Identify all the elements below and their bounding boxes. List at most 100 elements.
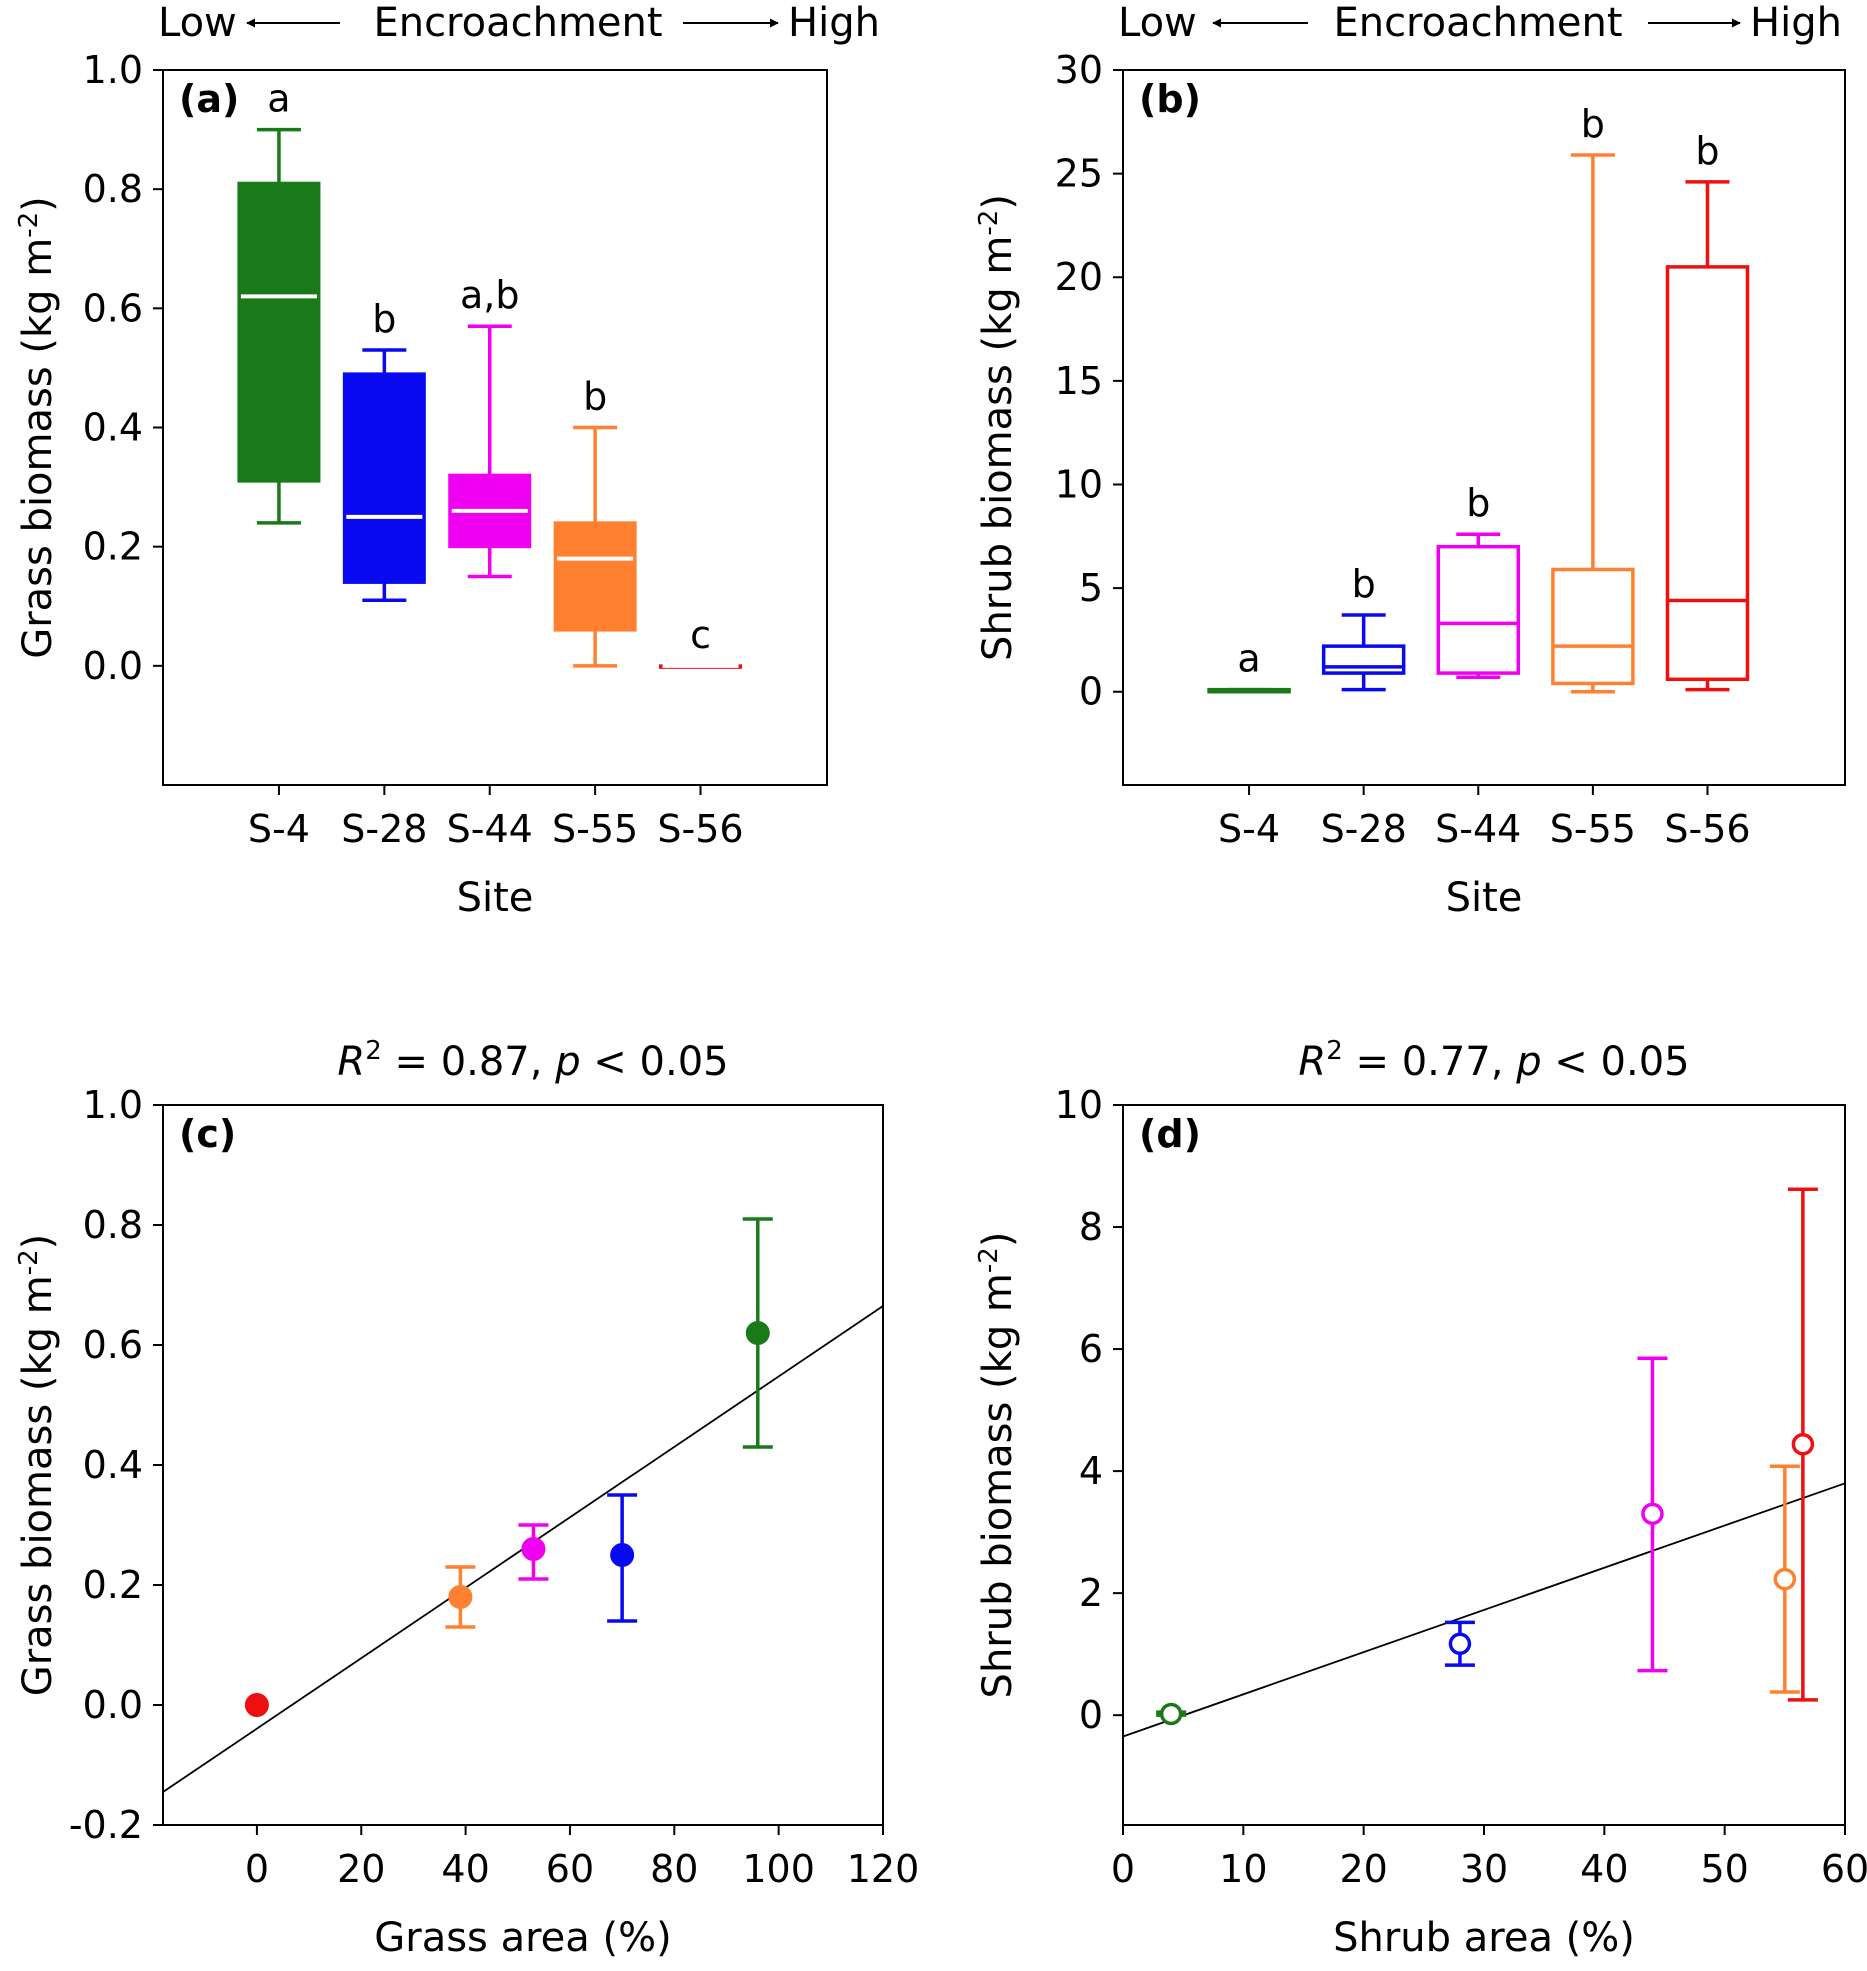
- y-axis-label-sup: -2: [14, 1249, 44, 1275]
- box-s-44: b: [1436, 481, 1521, 679]
- title-p: p: [1515, 1039, 1541, 1085]
- plot-frame: [1122, 69, 1846, 786]
- data-point: [1159, 1702, 1183, 1726]
- y-tick-label: -0.2: [69, 1803, 143, 1847]
- panel-label: (b): [1139, 77, 1201, 121]
- x-axis-label: Site: [457, 875, 534, 921]
- y-tick-label: 2: [1079, 1571, 1103, 1615]
- significance-letter: c: [690, 613, 711, 657]
- data-point: [1773, 1567, 1797, 1591]
- header-low-label: Low: [158, 0, 237, 46]
- significance-letter: a,b: [460, 273, 520, 317]
- y-tick-label: 0.4: [83, 406, 143, 450]
- title-mid: = 0.87,: [382, 1039, 555, 1085]
- y-tick-label: 0.4: [83, 1443, 143, 1487]
- significance-letter: b: [1695, 129, 1719, 173]
- title-end: < 0.05: [1542, 1039, 1690, 1085]
- plot-frame: [162, 1104, 884, 1826]
- y-tick-label: 25: [1055, 152, 1103, 196]
- box-iqr: [342, 372, 426, 584]
- x-tick-label: 100: [742, 1847, 815, 1891]
- significance-letter: a: [1237, 637, 1260, 681]
- y-tick-label: 10: [1055, 1083, 1103, 1127]
- data-point-group: [1444, 1620, 1475, 1667]
- encroachment-header-right: Low Encroachment High: [1118, 0, 1842, 46]
- y-tick-label: 0.2: [83, 1563, 143, 1607]
- x-tick-label: 120: [847, 1847, 920, 1891]
- data-point-group: [445, 1565, 476, 1629]
- header-high-label: High: [788, 0, 880, 46]
- x-axis-label: Site: [1446, 875, 1523, 921]
- data-point-group: [1156, 1702, 1187, 1726]
- panel-c-grass-scatter: -0.2 0.0 0.2 0.4 0.6 0.8 1.0 0 20 40 60 80 100 120 Gra…: [14, 1036, 919, 1961]
- y-tick-label: 0.6: [83, 1323, 143, 1367]
- x-axis-label: Grass area (%): [374, 1915, 671, 1961]
- y-axis-label-end: ): [975, 1232, 1021, 1248]
- y-tick-label: 0: [1079, 1693, 1103, 1737]
- y-axis-label-main: Grass biomass (kg m: [15, 1275, 61, 1696]
- encroachment-header-left: Low Encroachment High: [158, 0, 880, 46]
- y-axis-label-end: ): [975, 194, 1021, 210]
- box-iqr: [237, 181, 321, 483]
- box-s-28: b: [1321, 562, 1406, 692]
- box-s-44: a,b: [448, 273, 532, 579]
- data-point: [745, 1321, 770, 1345]
- plot-frame: [1122, 1104, 1846, 1826]
- significance-letter: a: [267, 77, 290, 121]
- header-low-label: Low: [1118, 0, 1197, 46]
- x-tick-label: S-56: [1664, 807, 1750, 851]
- box-s-4: a: [237, 77, 321, 525]
- header-encroachment-label: Encroachment: [1333, 0, 1622, 46]
- x-axis-label: Shrub area (%): [1333, 1915, 1635, 1961]
- data-point: [1641, 1502, 1664, 1526]
- box-iqr: [553, 521, 637, 632]
- data-point-group: [742, 1217, 773, 1449]
- title-mid: = 0.77,: [1343, 1039, 1516, 1085]
- data-point: [521, 1537, 546, 1561]
- y-tick-label: 0.6: [83, 286, 143, 330]
- panel-label: (a): [179, 77, 239, 121]
- x-tick-label: 0: [1111, 1847, 1135, 1891]
- y-axis-label: Shrub biomass (kg m-2): [974, 1232, 1021, 1699]
- title-p: p: [554, 1039, 580, 1085]
- x-tick-label: 20: [337, 1847, 385, 1891]
- y-tick-label: 1.0: [83, 48, 143, 92]
- y-axis-label-sup: -2: [974, 1247, 1004, 1273]
- y-axis-label-sup: -2: [974, 210, 1004, 236]
- data-point-group: [244, 1693, 269, 1717]
- x-tick-label: S-4: [1218, 807, 1280, 851]
- y-tick-label: 0.8: [83, 1203, 143, 1247]
- significance-letter: b: [1352, 562, 1376, 606]
- header-high-label: High: [1750, 0, 1842, 46]
- panel-d-shrub-scatter: 0 2 4 6 8 10 0 10 20 30 40 50 60 Shrub area (%) Shrub …: [974, 1036, 1867, 1961]
- x-tick-label: 40: [441, 1847, 489, 1891]
- data-point: [448, 1585, 473, 1609]
- y-axis-label-sup: -2: [14, 212, 44, 238]
- box-iqr: [1551, 567, 1635, 686]
- header-encroachment-label: Encroachment: [373, 0, 662, 46]
- y-axis-label: Shrub biomass (kg m-2): [974, 194, 1021, 661]
- y-tick-label: 0.2: [83, 525, 143, 569]
- box-s-4: a: [1207, 637, 1291, 694]
- significance-letter: b: [583, 375, 607, 419]
- y-axis-label: Grass biomass (kg m-2): [14, 1234, 61, 1697]
- y-tick-label: 0.0: [83, 644, 143, 688]
- x-tick-label: S-56: [657, 807, 743, 851]
- y-axis-label: Grass biomass (kg m-2): [14, 196, 61, 659]
- x-tick-label: S-28: [1321, 807, 1407, 851]
- box-s-55: b: [553, 375, 637, 668]
- x-tick-label: S-55: [1550, 807, 1636, 851]
- box-s-55: b: [1551, 102, 1635, 694]
- y-tick-label: 0.0: [83, 1683, 143, 1727]
- x-tick-label: 30: [1460, 1847, 1508, 1891]
- x-tick-label: 20: [1339, 1847, 1387, 1891]
- significance-letter: b: [1581, 102, 1605, 146]
- significance-letter: b: [372, 297, 396, 341]
- x-tick-label: S-55: [552, 807, 638, 851]
- data-point: [610, 1543, 635, 1567]
- chart-title: R2 = 0.87, p < 0.05: [337, 1036, 728, 1085]
- x-tick-label: S-28: [341, 807, 427, 851]
- y-tick-label: 1.0: [83, 1083, 143, 1127]
- data-point-group: [518, 1523, 549, 1581]
- x-tick-label: 50: [1700, 1847, 1748, 1891]
